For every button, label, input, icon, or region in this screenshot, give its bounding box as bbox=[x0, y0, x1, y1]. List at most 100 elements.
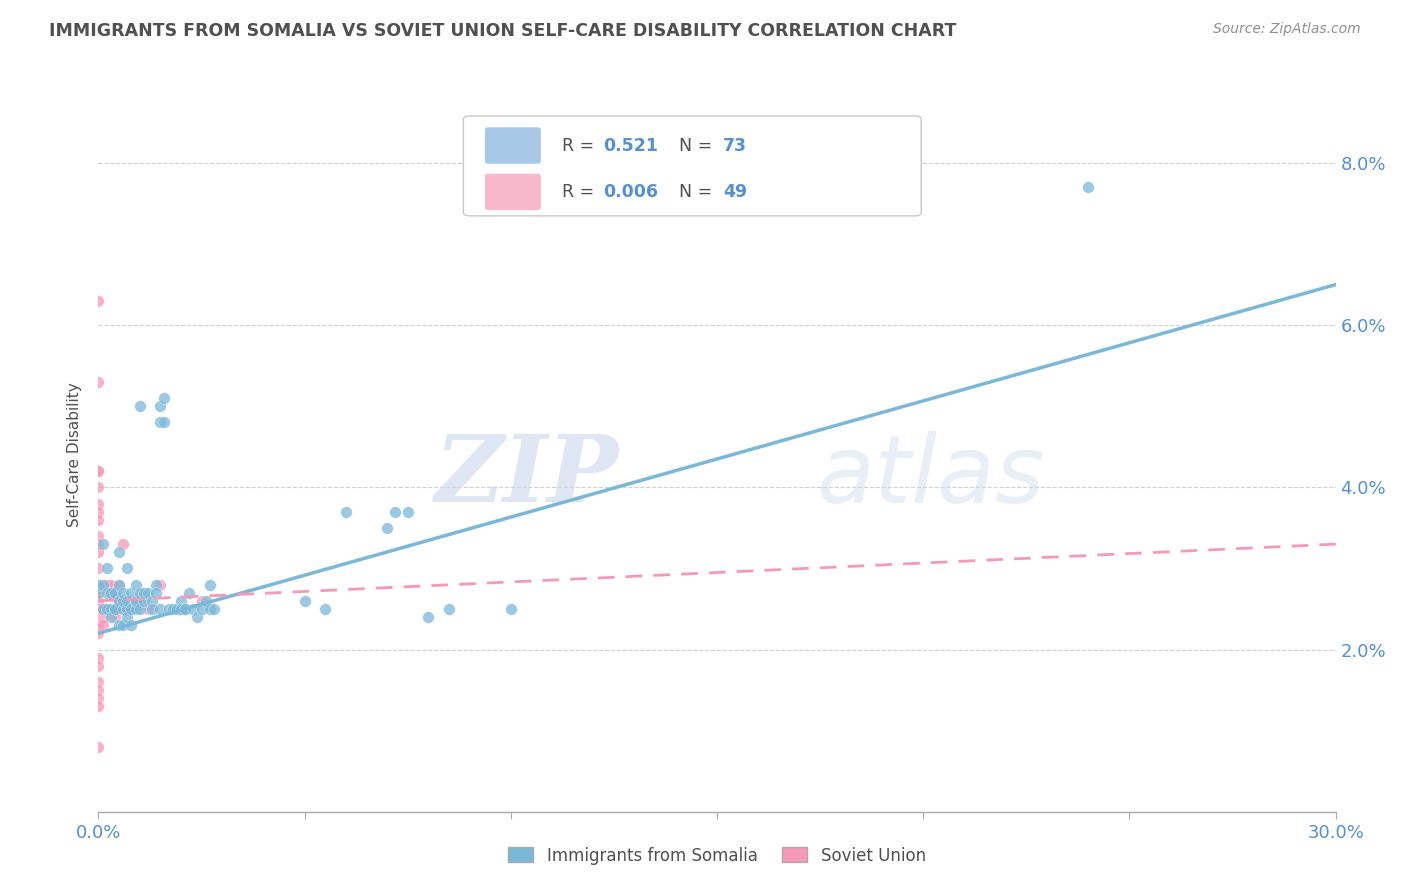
Point bbox=[112, 537, 135, 551]
Point bbox=[87, 602, 110, 616]
Point bbox=[104, 586, 127, 600]
Point bbox=[87, 480, 110, 494]
Point bbox=[112, 602, 135, 616]
Text: N =: N = bbox=[668, 183, 717, 201]
Point bbox=[96, 602, 118, 616]
Point bbox=[87, 505, 110, 519]
Point bbox=[87, 658, 110, 673]
Point bbox=[120, 618, 142, 632]
Point bbox=[117, 610, 139, 624]
Point bbox=[100, 610, 122, 624]
Point bbox=[100, 586, 122, 600]
Point bbox=[91, 602, 114, 616]
Point bbox=[87, 497, 110, 511]
Point bbox=[104, 602, 127, 616]
Point bbox=[335, 505, 357, 519]
Point bbox=[108, 577, 131, 591]
Point bbox=[136, 586, 159, 600]
Point bbox=[87, 602, 110, 616]
Point bbox=[117, 594, 139, 608]
Point bbox=[87, 586, 110, 600]
Point bbox=[108, 594, 131, 608]
Point bbox=[124, 594, 146, 608]
Point bbox=[170, 602, 193, 616]
Point bbox=[91, 618, 114, 632]
Text: ZIP: ZIP bbox=[434, 432, 619, 521]
Point bbox=[117, 602, 139, 616]
Point bbox=[132, 586, 155, 600]
Point bbox=[104, 610, 127, 624]
Point bbox=[108, 594, 131, 608]
Point bbox=[145, 577, 167, 591]
Text: Source: ZipAtlas.com: Source: ZipAtlas.com bbox=[1213, 22, 1361, 37]
Point bbox=[87, 464, 110, 478]
Point bbox=[87, 675, 110, 690]
Point bbox=[190, 602, 212, 616]
Point bbox=[87, 683, 110, 698]
Point bbox=[96, 561, 118, 575]
Point bbox=[145, 586, 167, 600]
Point bbox=[294, 594, 316, 608]
FancyBboxPatch shape bbox=[464, 116, 921, 216]
Point bbox=[124, 577, 146, 591]
Text: N =: N = bbox=[668, 136, 717, 154]
Point bbox=[112, 594, 135, 608]
Point bbox=[87, 375, 110, 389]
Point bbox=[128, 586, 150, 600]
Point bbox=[87, 293, 110, 308]
Point bbox=[117, 561, 139, 575]
Point bbox=[108, 545, 131, 559]
Point bbox=[149, 416, 172, 430]
Point bbox=[141, 594, 163, 608]
Point bbox=[162, 602, 184, 616]
Point bbox=[418, 610, 440, 624]
Point bbox=[87, 594, 110, 608]
Point bbox=[112, 602, 135, 616]
Point bbox=[437, 602, 460, 616]
Text: R =: R = bbox=[562, 136, 600, 154]
Point bbox=[100, 577, 122, 591]
Point bbox=[194, 594, 217, 608]
Point bbox=[141, 602, 163, 616]
Point bbox=[104, 602, 127, 616]
Point bbox=[87, 577, 110, 591]
Text: 49: 49 bbox=[723, 183, 748, 201]
Point bbox=[128, 602, 150, 616]
Point bbox=[91, 577, 114, 591]
Point bbox=[153, 391, 176, 405]
Point bbox=[87, 626, 110, 640]
Point bbox=[198, 602, 221, 616]
Point bbox=[112, 618, 135, 632]
Point bbox=[132, 594, 155, 608]
Point bbox=[87, 699, 110, 714]
Text: 73: 73 bbox=[723, 136, 747, 154]
Point bbox=[108, 618, 131, 632]
Point bbox=[120, 602, 142, 616]
FancyBboxPatch shape bbox=[485, 128, 540, 163]
Point bbox=[120, 602, 142, 616]
Point bbox=[100, 602, 122, 616]
Point bbox=[202, 602, 225, 616]
Point bbox=[128, 399, 150, 413]
Point bbox=[190, 594, 212, 608]
Point bbox=[96, 602, 118, 616]
Point bbox=[96, 577, 118, 591]
Text: R =: R = bbox=[562, 183, 600, 201]
Point bbox=[96, 602, 118, 616]
Point bbox=[87, 545, 110, 559]
Point bbox=[87, 464, 110, 478]
Point bbox=[170, 602, 193, 616]
Point bbox=[100, 586, 122, 600]
Point bbox=[149, 399, 172, 413]
Point bbox=[87, 537, 110, 551]
Text: IMMIGRANTS FROM SOMALIA VS SOVIET UNION SELF-CARE DISABILITY CORRELATION CHART: IMMIGRANTS FROM SOMALIA VS SOVIET UNION … bbox=[49, 22, 956, 40]
Y-axis label: Self-Care Disability: Self-Care Disability bbox=[67, 383, 83, 527]
Point bbox=[108, 577, 131, 591]
Point bbox=[96, 586, 118, 600]
Point bbox=[124, 602, 146, 616]
Point bbox=[87, 618, 110, 632]
Point bbox=[170, 594, 193, 608]
Point bbox=[87, 586, 110, 600]
Point bbox=[87, 529, 110, 543]
Point bbox=[87, 561, 110, 575]
